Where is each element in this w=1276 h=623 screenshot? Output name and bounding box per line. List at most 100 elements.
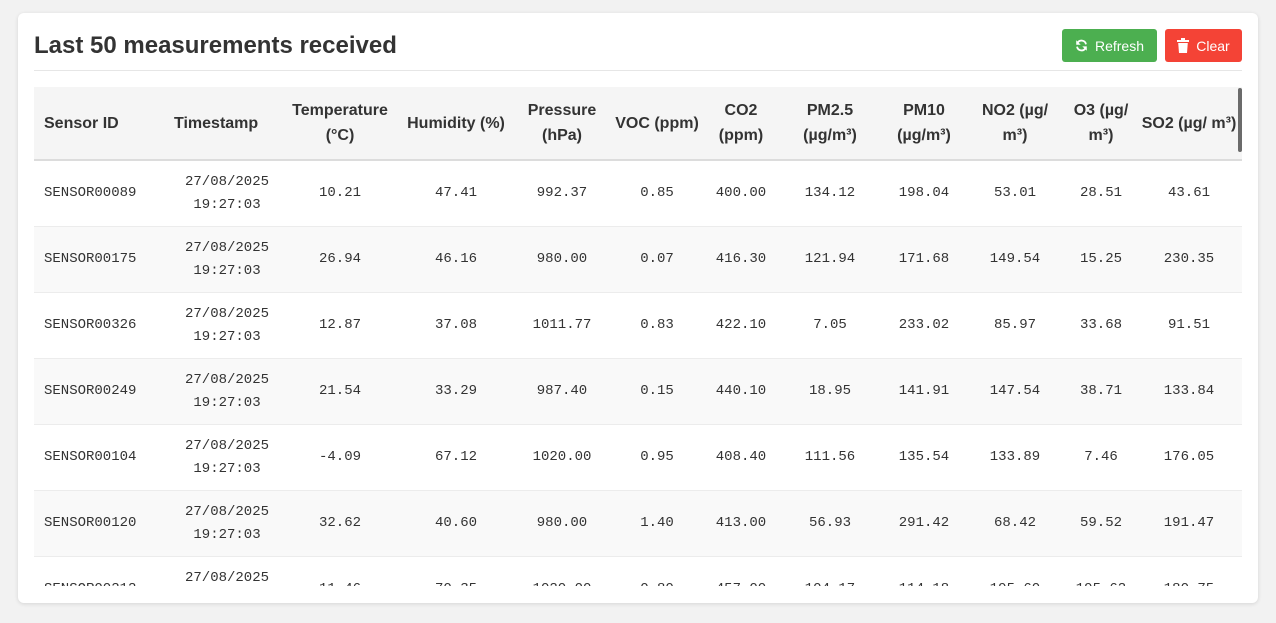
refresh-icon [1075,39,1088,52]
table-cell: 38.71 [1066,358,1136,425]
table-cell: 27/08/2025 19:27:03 [164,160,284,227]
page-title: Last 50 measurements received [34,32,397,59]
table-cell: SENSOR00120 [34,490,164,557]
table-cell: 233.02 [884,292,964,359]
table-cell: 195.62 [1066,556,1136,586]
table-cell: SENSOR00104 [34,424,164,491]
table-cell: 980.00 [516,490,608,557]
table-cell: 59.52 [1066,490,1136,557]
table-cell: 0.15 [608,358,706,425]
column-header: Sensor ID [34,87,164,161]
table-cell: 176.05 [1136,424,1242,491]
table-cell: 47.41 [396,160,516,227]
table-cell: 10.21 [284,160,396,227]
table-cell: 457.00 [706,556,776,586]
table-cell: 68.42 [964,490,1066,557]
column-header: VOC (ppm) [608,87,706,161]
table-cell: 28.51 [1066,160,1136,227]
table-cell: 91.51 [1136,292,1242,359]
table-cell: 987.40 [516,358,608,425]
column-header: PM10 (µg/m³) [884,87,964,161]
measurements-table-container[interactable]: Sensor ID Timestamp Temperature (°C) Hum… [34,87,1242,586]
table-cell: 291.42 [884,490,964,557]
clear-button[interactable]: Clear [1165,29,1242,62]
column-header: Pressure (hPa) [516,87,608,161]
table-cell: 180.75 [1136,556,1242,586]
trash-icon [1177,38,1190,53]
column-header: NO2 (µg/ m³) [964,87,1066,161]
table-cell: 135.54 [884,424,964,491]
table-cell: 413.00 [706,490,776,557]
column-header: Humidity (%) [396,87,516,161]
table-cell: 121.94 [776,226,884,293]
column-header: O3 (µg/ m³) [1066,87,1136,161]
table-cell: 104.17 [776,556,884,586]
column-header: Temperature (°C) [284,87,396,161]
table-cell: 422.10 [706,292,776,359]
table-cell: 7.46 [1066,424,1136,491]
table-cell: 141.91 [884,358,964,425]
measurements-card: Last 50 measurements received Refresh [18,13,1258,603]
table-cell: SENSOR00249 [34,358,164,425]
table-row: SENSOR00249 27/08/2025 19:27:03 21.54 33.29… [34,358,1242,425]
table-cell: 0.07 [608,226,706,293]
table-cell: 37.08 [396,292,516,359]
table-cell: 147.54 [964,358,1066,425]
table-cell: 12.87 [284,292,396,359]
table-row: SENSOR00089 27/08/2025 19:27:03 10.21 47.41… [34,160,1242,227]
table-cell: 18.95 [776,358,884,425]
table-row: SENSOR0021227/08/2025 19:27:0311.4670.35… [34,556,1242,586]
table-cell: 149.54 [964,226,1066,293]
table-cell: 992.37 [516,160,608,227]
table-cell: SENSOR00175 [34,226,164,293]
table-row: SENSOR00175 27/08/2025 19:27:03 26.94 46.16… [34,226,1242,293]
table-cell: 111.56 [776,424,884,491]
table-cell: 7.05 [776,292,884,359]
table-cell: 40.60 [396,490,516,557]
table-cell: 1011.77 [516,292,608,359]
table-cell: 0.95 [608,424,706,491]
table-cell: 1020.00 [516,424,608,491]
table-cell: 198.04 [884,160,964,227]
measurements-table: Sensor ID Timestamp Temperature (°C) Hum… [34,87,1242,586]
table-cell: 171.68 [884,226,964,293]
table-cell: 33.68 [1066,292,1136,359]
table-cell: 27/08/2025 19:27:03 [164,424,284,491]
table-cell: 1020.00 [516,556,608,586]
table-cell: 27/08/2025 19:27:03 [164,292,284,359]
table-cell: 70.35 [396,556,516,586]
column-header: CO2 (ppm) [706,87,776,161]
header-actions: Refresh Clear [1062,29,1242,62]
table-cell: 27/08/2025 19:27:03 [164,226,284,293]
table-cell: 133.84 [1136,358,1242,425]
table-cell: SENSOR00326 [34,292,164,359]
table-cell: 21.54 [284,358,396,425]
table-cell: 15.25 [1066,226,1136,293]
table-cell: 440.10 [706,358,776,425]
card-header: Last 50 measurements received Refresh [34,13,1242,71]
table-cell: 400.00 [706,160,776,227]
table-row: SENSOR00120 27/08/2025 19:27:03 32.62 40.60… [34,490,1242,557]
refresh-label: Refresh [1094,37,1145,54]
table-cell: 191.47 [1136,490,1242,557]
table-cell: 416.30 [706,226,776,293]
table-cell: SENSOR00212 [34,556,164,586]
table-cell: 0.80 [608,556,706,586]
table-cell: 43.61 [1136,160,1242,227]
table-cell: 114.18 [884,556,964,586]
table-cell: 195.60 [964,556,1066,586]
column-header: SO2 (µg/ m³) [1136,87,1242,161]
table-scrollbar[interactable] [1238,88,1242,152]
table-row: SENSOR00104 27/08/2025 19:27:03 -4.09 67.12… [34,424,1242,491]
table-cell: 26.94 [284,226,396,293]
table-header-row: Sensor ID Timestamp Temperature (°C) Hum… [34,87,1242,161]
table-cell: 0.83 [608,292,706,359]
table-cell: 27/08/2025 19:27:03 [164,358,284,425]
clear-label: Clear [1196,37,1230,54]
table-cell: 27/08/2025 19:27:03 [164,556,284,586]
table-cell: 56.93 [776,490,884,557]
refresh-button[interactable]: Refresh [1062,29,1157,62]
table-cell: 230.35 [1136,226,1242,293]
table-cell: 0.85 [608,160,706,227]
table-cell: 27/08/2025 19:27:03 [164,490,284,557]
